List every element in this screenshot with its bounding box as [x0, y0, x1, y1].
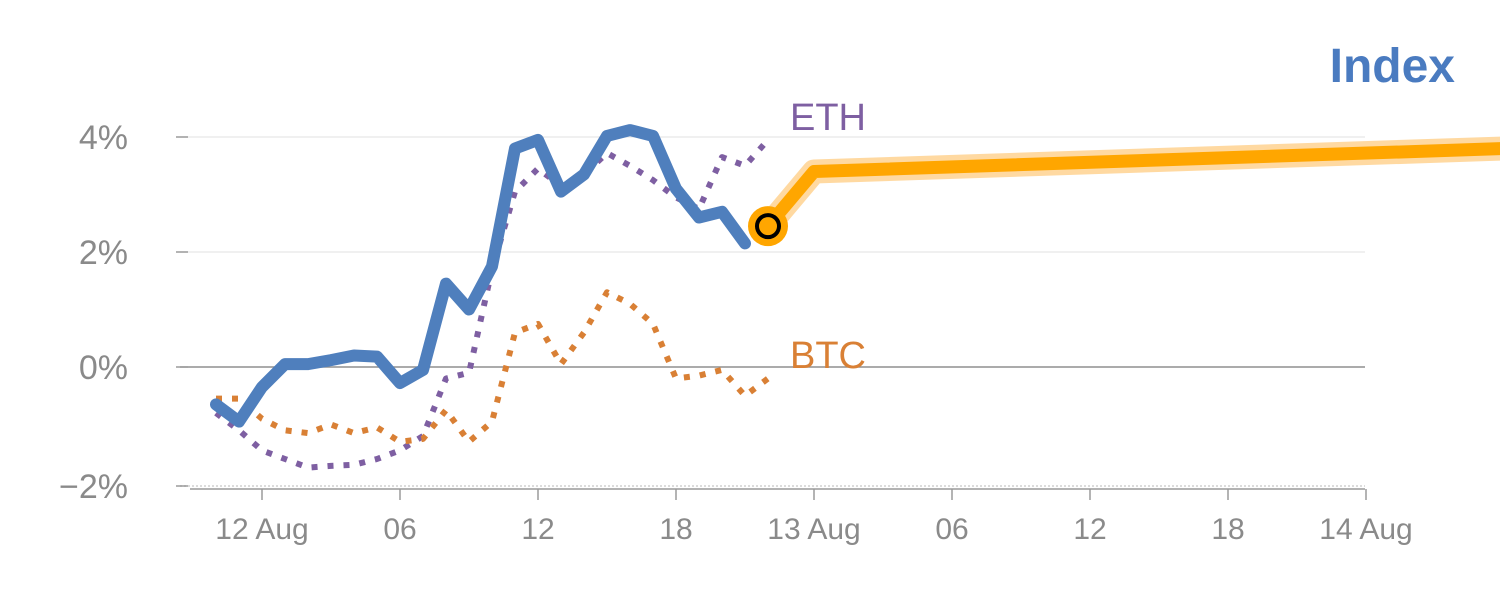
series-line-eth [214, 137, 771, 471]
x-tick-label: 12 [1073, 513, 1106, 546]
current-point-halo [748, 206, 788, 247]
x-tick-label: 06 [935, 513, 968, 546]
forecast-line [763, 142, 1500, 231]
current-point-marker [755, 213, 781, 240]
x-tick-label: 18 [1211, 513, 1244, 546]
chart-title: Index [1330, 40, 1456, 93]
series-line-index [210, 124, 751, 428]
y-tick-label: 0% [79, 349, 128, 387]
x-tick-label: 12 [521, 513, 554, 546]
x-tick-label: 13 Aug [767, 513, 860, 546]
series-lines: ETH BTC [210, 97, 1500, 471]
x-tick-label: 12 Aug [215, 513, 308, 546]
axes: 4% 2% 0% −2% 12 Aug 06 12 18 13 Aug 06 12 18 14 Aug [59, 119, 1413, 546]
x-tick-label: 14 Aug [1319, 513, 1412, 546]
y-tick-label: 4% [79, 119, 128, 157]
grid-lines [180, 136, 1365, 487]
series-label-eth: ETH [790, 97, 866, 139]
y-tick-label: −2% [59, 468, 128, 506]
series-label-btc: BTC [790, 335, 866, 377]
x-tick-label: 18 [659, 513, 692, 546]
y-tick-label: 2% [79, 234, 128, 272]
x-tick-label: 06 [383, 513, 416, 546]
